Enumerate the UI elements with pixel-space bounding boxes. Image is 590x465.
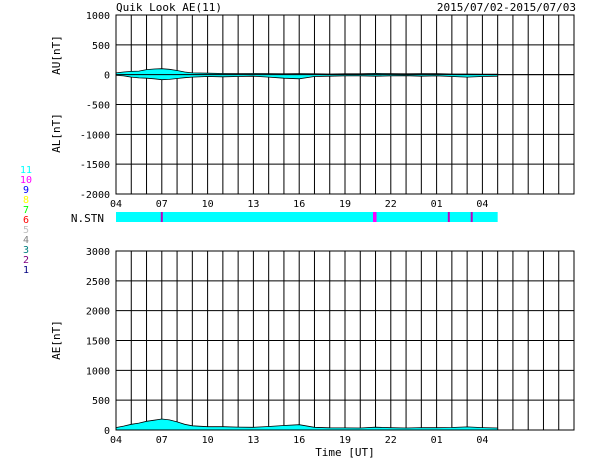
legend-count-4: 4 xyxy=(23,235,29,246)
legend-count-6: 6 xyxy=(23,215,29,226)
x-tick-label: 07 xyxy=(156,435,168,446)
y-tick-label: 2000 xyxy=(86,307,110,318)
nstn-highlight xyxy=(160,212,163,222)
x-tick-label: 07 xyxy=(156,199,168,210)
x-tick-label: 13 xyxy=(247,435,259,446)
nstn-highlight xyxy=(374,212,377,222)
x-axis-title: Time [UT] xyxy=(315,446,375,459)
legend-count-8: 8 xyxy=(23,195,29,206)
x-tick-label: 16 xyxy=(293,435,305,446)
nstn-bar-fill xyxy=(116,212,498,222)
y-tick-label: 500 xyxy=(92,396,110,407)
y-tick-label: 1000 xyxy=(86,366,110,377)
y-tick-label: 0 xyxy=(104,71,110,82)
x-tick-label: 13 xyxy=(247,199,259,210)
y-tick-label: 0 xyxy=(104,426,110,437)
legend-count-3: 3 xyxy=(23,245,29,256)
ae-area xyxy=(115,418,499,431)
nstn-highlight xyxy=(447,212,450,222)
y-tick-label: -1000 xyxy=(80,130,110,141)
ae-axis-label: AE[nT] xyxy=(50,320,63,360)
y-tick-label: 500 xyxy=(92,41,110,52)
x-tick-label: 16 xyxy=(293,199,305,210)
y-tick-label: -500 xyxy=(86,101,110,112)
x-tick-label: 04 xyxy=(476,199,488,210)
figure-title: Quik Look AE(11) xyxy=(116,1,222,14)
nstn-highlight xyxy=(470,212,473,222)
plot-frame xyxy=(115,14,575,195)
x-tick-label: 01 xyxy=(431,435,443,446)
y-tick-label: 3000 xyxy=(86,247,110,258)
nstn-highlight xyxy=(373,212,376,222)
legend-count-7: 7 xyxy=(23,205,29,216)
al-axis-label: AL[nT] xyxy=(50,113,63,153)
legend-count-2: 2 xyxy=(23,255,29,266)
station-count-bar xyxy=(116,212,498,222)
y-tick-label: -2000 xyxy=(80,190,110,201)
x-tick-label: 04 xyxy=(110,435,122,446)
x-tick-label: 04 xyxy=(476,435,488,446)
x-tick-label: 10 xyxy=(202,435,214,446)
y-tick-label: 1000 xyxy=(86,11,110,22)
y-tick-label: 1500 xyxy=(86,337,110,348)
y-tick-label: 2500 xyxy=(86,277,110,288)
legend-count-9: 9 xyxy=(23,185,29,196)
nstn-label: N.STN xyxy=(71,212,104,225)
au-axis-label: AU[nT] xyxy=(50,35,63,75)
x-tick-label: 22 xyxy=(385,199,397,210)
legend-count-11: 11 xyxy=(20,165,32,176)
x-tick-label: 04 xyxy=(110,199,122,210)
x-tick-label: 22 xyxy=(385,435,397,446)
x-tick-label: 10 xyxy=(202,199,214,210)
x-tick-label: 19 xyxy=(339,199,351,210)
x-tick-label: 01 xyxy=(431,199,443,210)
x-tick-label: 19 xyxy=(339,435,351,446)
legend-count-10: 10 xyxy=(20,175,32,186)
legend-count-5: 5 xyxy=(23,225,29,236)
date-range: 2015/07/02-2015/07/03 xyxy=(437,1,576,14)
plot-frame xyxy=(115,250,575,431)
legend-count-1: 1 xyxy=(23,265,29,276)
y-tick-label: -1500 xyxy=(80,160,110,171)
